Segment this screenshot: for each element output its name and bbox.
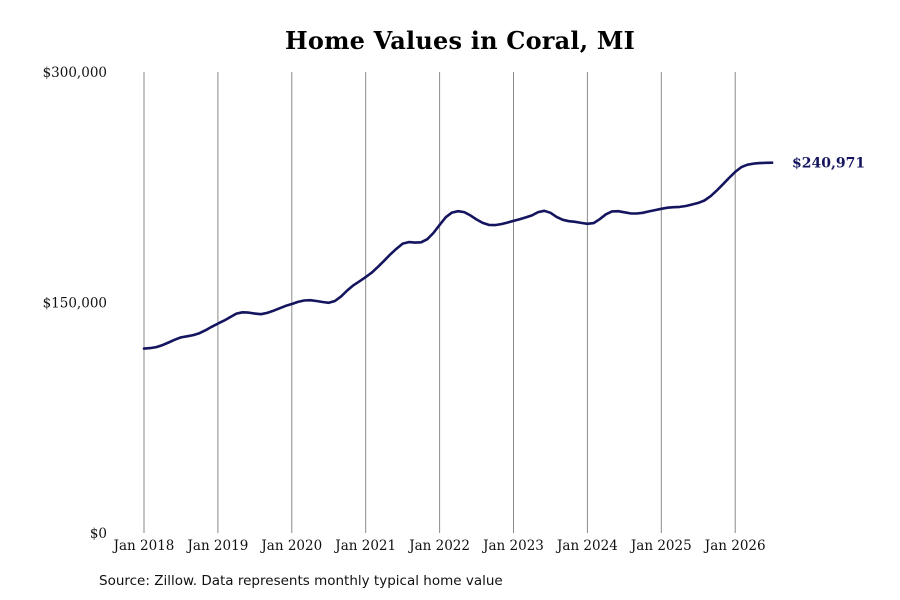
series-layer [142,161,774,350]
x-tick-label: Jan 2020 [259,538,322,554]
x-tick-label: Jan 2018 [112,538,175,554]
chart-title: Home Values in Coral, MI [284,26,636,55]
x-tick-label: Jan 2023 [481,538,544,554]
x-tick-label: Jan 2024 [555,538,618,554]
y-axis-ticks: $0 $150,000 $300,000 [43,65,107,542]
series-line [142,161,774,350]
x-tick-label: Jan 2022 [407,538,470,554]
x-tick-label: Jan 2021 [333,538,396,554]
x-tick-label: Jan 2019 [185,538,248,554]
y-tick-label: $300,000 [43,65,107,81]
end-label-layer: $240,971 [792,156,865,172]
x-tick-label: Jan 2026 [703,538,766,554]
gridlines [143,72,736,533]
y-tick-label: $0 [90,526,107,542]
x-tick-label: Jan 2025 [629,538,692,554]
x-axis-ticks: Jan 2018 Jan 2019 Jan 2020 Jan 2021 Jan 2022… [112,538,766,554]
end-value-label: $240,971 [792,156,865,172]
y-tick-label: $150,000 [43,296,107,312]
source-note: Source: Zillow. Data represents monthly … [99,573,503,589]
